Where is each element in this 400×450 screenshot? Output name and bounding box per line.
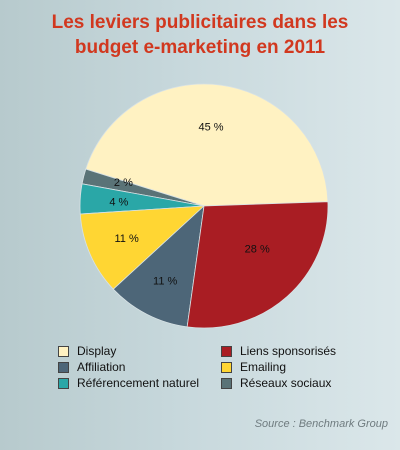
pie-label-emailing: 11 % bbox=[114, 233, 138, 245]
chart-title-line-1: Les leviers publicitaires dans les bbox=[51, 12, 349, 33]
pie-labels: 45 % 2 % 4 % 11 % 11 % 28 % bbox=[109, 121, 270, 287]
pie-label-referencement-naturel: 4 % bbox=[109, 196, 128, 208]
pie-slice-emailing bbox=[79, 205, 206, 290]
chart-title: Les leviers publicitaires dans les budge… bbox=[0, 10, 400, 60]
pie-label-affiliation: 11 % bbox=[153, 276, 177, 288]
pie-label-liens-sponsorises: 28 % bbox=[245, 243, 270, 255]
pie-label-display: 45 % bbox=[199, 121, 224, 133]
chart-title-line-2: budget e-marketing en 2011 bbox=[74, 37, 326, 58]
pie-slices bbox=[79, 83, 329, 329]
pie-slice-display bbox=[85, 83, 329, 207]
pie-slice-liens-sponsorises bbox=[186, 201, 329, 329]
pie-label-reseaux-sociaux: 2 % bbox=[114, 177, 133, 189]
source-note: Source : Benchmark Group bbox=[254, 418, 388, 430]
pie-slice-affiliation bbox=[112, 204, 205, 328]
